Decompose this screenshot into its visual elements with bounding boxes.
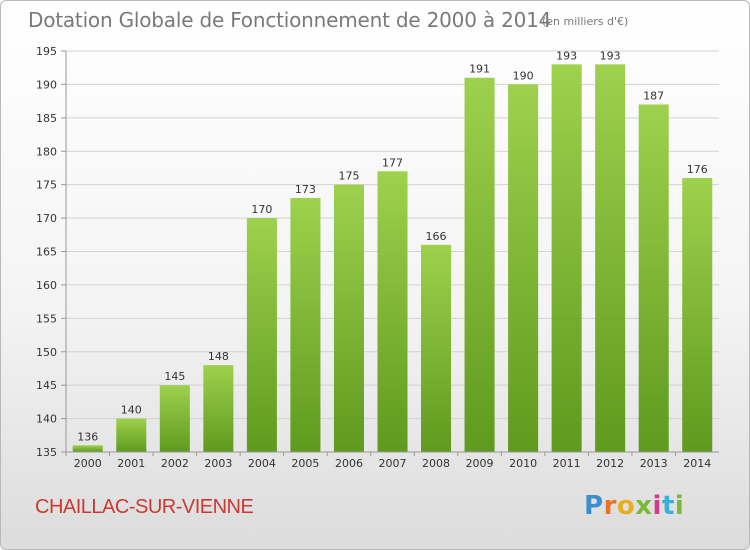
- y-tick-label: 150: [36, 346, 57, 359]
- x-tick-label-2002: 2002: [161, 457, 189, 470]
- bar-2010: [508, 84, 539, 453]
- y-tick-label: 185: [36, 112, 57, 125]
- value-label-2000: 136: [77, 430, 98, 443]
- logo-letter: t: [661, 491, 675, 521]
- proxiti-logo[interactable]: Proxiti: [584, 491, 684, 521]
- logo-letter: i: [674, 491, 685, 521]
- logo-letter: o: [616, 491, 636, 521]
- y-tick-label: 180: [36, 145, 57, 158]
- x-tick-label-2007: 2007: [379, 457, 407, 470]
- bar-2007: [377, 171, 408, 453]
- bar-2008: [421, 244, 452, 452]
- y-tick-label: 140: [36, 413, 57, 426]
- y-tick-label: 135: [36, 446, 57, 459]
- value-label-2013: 187: [643, 89, 664, 102]
- logo-letter: i: [652, 491, 662, 521]
- bar-2006: [333, 184, 364, 452]
- value-label-2014: 176: [687, 163, 708, 176]
- x-tick-label-2006: 2006: [335, 457, 363, 470]
- x-tick-label-2003: 2003: [204, 457, 232, 470]
- value-label-2004: 170: [251, 203, 272, 216]
- value-label-2008: 166: [426, 230, 447, 243]
- y-tick-label: 155: [36, 312, 57, 325]
- bar-2001: [116, 418, 147, 452]
- value-label-2002: 145: [164, 370, 185, 383]
- chart-title: Dotation Globale de Fonctionnement de 20…: [28, 8, 552, 32]
- y-tick-label: 160: [36, 279, 57, 292]
- x-tick-label-2010: 2010: [509, 457, 537, 470]
- x-tick-label-2009: 2009: [466, 457, 494, 470]
- x-tick-label-2001: 2001: [117, 457, 145, 470]
- x-tick-label-2012: 2012: [596, 457, 624, 470]
- y-tick-label: 165: [36, 246, 57, 259]
- bars: 136 140 145 148 170 173 175 177 166 191 190 193 193 1…: [72, 49, 713, 453]
- bar-2002: [159, 385, 190, 452]
- y-tick-label: 175: [36, 179, 57, 192]
- logo-letter: x: [635, 491, 653, 521]
- value-label-2005: 173: [295, 183, 316, 196]
- value-label-2003: 148: [208, 350, 229, 363]
- x-tick-label-2000: 2000: [74, 457, 102, 470]
- bar-2014: [682, 177, 713, 452]
- x-tick-label-2013: 2013: [640, 457, 668, 470]
- x-tick-label-2005: 2005: [291, 457, 319, 470]
- chart-subtitle: (en milliers d'€): [542, 15, 629, 28]
- value-label-2009: 191: [469, 63, 490, 76]
- logo-letter: r: [603, 491, 617, 521]
- bar-2005: [290, 198, 321, 452]
- x-tick-label-2008: 2008: [422, 457, 450, 470]
- value-label-2007: 177: [382, 156, 403, 169]
- value-label-2011: 193: [556, 49, 577, 62]
- bar-2000: [72, 445, 103, 452]
- value-label-2010: 190: [513, 69, 534, 82]
- bar-2012: [595, 64, 626, 452]
- y-tick-label: 170: [36, 212, 57, 225]
- axes: 135 140 145 150 155 160 165 170 175 180 185 190 195 2…: [36, 45, 719, 470]
- x-tick-label-2004: 2004: [248, 457, 276, 470]
- bar-2009: [464, 77, 495, 452]
- bar-2003: [203, 365, 234, 452]
- value-label-2012: 193: [600, 49, 621, 62]
- value-label-2006: 175: [338, 170, 359, 183]
- logo-letter: P: [584, 491, 604, 521]
- town-name: CHAILLAC-SUR-VIENNE: [35, 496, 254, 518]
- y-tick-label: 145: [36, 379, 57, 392]
- y-tick-label: 190: [36, 78, 57, 91]
- x-tick-label-2011: 2011: [553, 457, 581, 470]
- x-tick-label-2014: 2014: [683, 457, 711, 470]
- y-tick-label: 195: [36, 45, 57, 58]
- bar-2004: [246, 218, 277, 452]
- bar-2013: [638, 104, 669, 452]
- bar-2011: [551, 64, 582, 452]
- value-label-2001: 140: [121, 404, 142, 417]
